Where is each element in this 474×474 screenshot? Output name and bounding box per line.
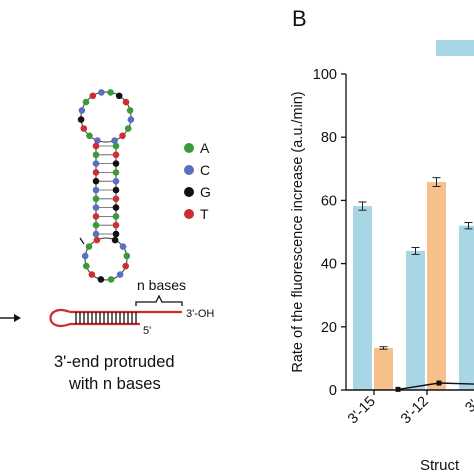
nucleotide-dot	[98, 89, 105, 96]
nucleotide-dot	[122, 262, 129, 270]
nucleotide-dot	[82, 98, 90, 106]
nucleotide-dot	[78, 107, 86, 114]
nucleotide-dot	[112, 221, 120, 229]
n-bases-label: n bases	[137, 277, 186, 293]
nucleotide-dot	[122, 98, 130, 106]
nucleotide-dot	[112, 160, 120, 167]
hairpin-loop-shape	[49, 309, 71, 327]
nucleotide-dot	[124, 125, 132, 132]
nucleotide-dot	[93, 236, 101, 244]
hairpin-structure-diagram	[77, 89, 135, 283]
legend-swatch	[436, 40, 474, 56]
panel-label-b: B	[292, 6, 307, 31]
nucleotide-dot	[92, 230, 100, 238]
bar	[406, 250, 425, 390]
nucleotide-legend: A C G T	[184, 140, 211, 222]
legend-dot-a	[184, 143, 194, 153]
nucleotide-dot	[116, 271, 124, 278]
nucleotide-dot	[92, 213, 100, 220]
nucleotide-dot	[92, 142, 100, 150]
nucleotide-dot	[119, 132, 126, 140]
bars	[353, 182, 474, 390]
bar	[374, 347, 393, 390]
nucleotide-dot	[92, 204, 100, 211]
nucleotide-dot	[83, 262, 90, 270]
nucleotide-dot	[112, 169, 120, 176]
nucleotide-dot	[92, 160, 100, 167]
nucleotide-dot	[115, 92, 123, 100]
protruded-hairpin-schematic: n bases 3'-OH 5' 3'-end protruded with n…	[0, 277, 214, 393]
nucleotide-dot	[92, 186, 100, 194]
nucleotide-dot	[112, 151, 120, 159]
nucleotide-dot	[80, 125, 88, 132]
legend-label-c: C	[200, 162, 210, 178]
caption-line-1: 3'-end protruded	[54, 353, 175, 371]
y-tick-label: 40	[321, 257, 337, 273]
three-prime-oh-label: 3'-OH	[186, 308, 214, 320]
hairpin-bottom-loop	[79, 236, 131, 283]
y-tick-label: 100	[313, 67, 337, 83]
hairpin-stem	[92, 142, 120, 238]
nucleotide-dot	[92, 151, 100, 159]
bar	[353, 206, 372, 390]
nucleotide-dot	[111, 236, 119, 244]
legend-dot-c	[184, 165, 194, 175]
y-axis: 0 20 40 60 80 100	[313, 67, 347, 399]
nucleotide-dot	[92, 177, 100, 185]
nucleotide-dot	[94, 137, 101, 144]
nucleotide-dot	[97, 276, 105, 283]
legend-label-a: A	[200, 140, 210, 156]
y-tick-label: 80	[321, 130, 337, 146]
nucleotide-dot	[92, 195, 100, 203]
reaction-arrow-head-icon	[14, 314, 21, 322]
nucleotide-dot	[112, 230, 120, 238]
legend-label-t: T	[200, 206, 209, 222]
nucleotide-dot	[107, 276, 115, 283]
nucleotide-dot	[112, 177, 120, 185]
nucleotide-dot	[88, 271, 96, 278]
nucleotide-dot	[112, 186, 120, 194]
trend-point	[436, 380, 442, 386]
legend-dot-t	[184, 209, 194, 219]
nucleotide-dot	[112, 213, 120, 220]
base-pair-ticks	[75, 312, 137, 324]
nucleotide-dot	[86, 132, 93, 140]
y-axis-label: Rate of the fluorescence increase (a.u./…	[290, 91, 306, 372]
nucleotide-dot	[92, 169, 100, 176]
hairpin-top-loop	[77, 89, 135, 144]
nucleotide-dot	[119, 243, 127, 250]
nucleotide-dot	[112, 142, 120, 150]
y-tick-label: 0	[329, 383, 337, 399]
nucleotide-dot	[123, 252, 131, 260]
legend-dot-g	[184, 187, 194, 197]
n-bases-bracket	[135, 294, 183, 306]
x-tick-label: 3'-12	[398, 394, 432, 428]
nucleotide-dot	[81, 252, 89, 260]
legend-label-g: G	[200, 184, 211, 200]
nucleotide-dot	[92, 221, 100, 229]
caption-line-2: with n bases	[68, 375, 161, 393]
y-tick-label: 20	[321, 320, 337, 336]
bar	[459, 225, 474, 390]
x-tick-label: 3'-15	[345, 394, 379, 428]
nucleotide-dot	[126, 107, 134, 114]
y-tick-label: 60	[321, 193, 337, 209]
x-axis: 3'-15 3'-12 3'-	[345, 389, 474, 428]
nucleotide-dot	[127, 116, 135, 123]
bar-chart: Rate of the fluorescence increase (a.u./…	[290, 67, 474, 474]
nucleotide-dot	[85, 243, 93, 250]
nucleotide-dot	[77, 116, 85, 123]
nucleotide-dot	[111, 137, 118, 144]
five-prime-label: 5'	[143, 325, 151, 337]
nucleotide-dot	[112, 195, 120, 203]
x-tick-label: 3'-	[462, 393, 474, 416]
nucleotide-dot	[89, 92, 97, 100]
bar	[427, 182, 446, 390]
error-bars	[358, 177, 473, 350]
nucleotide-dot	[107, 89, 114, 96]
x-axis-label: Struct	[420, 457, 460, 474]
nucleotide-dot	[112, 204, 120, 211]
